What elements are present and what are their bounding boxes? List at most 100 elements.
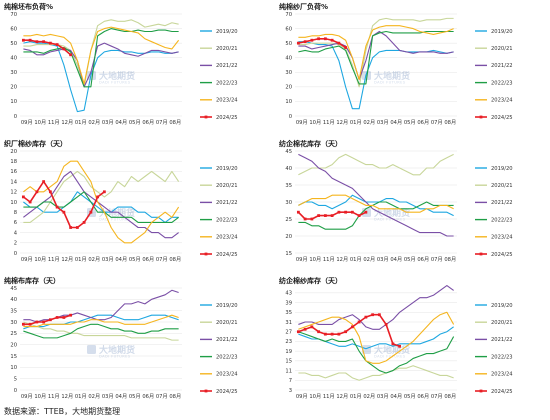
series-marker [384, 323, 388, 326]
y-tick-label: 20 [285, 85, 292, 91]
series-marker [303, 217, 307, 221]
legend-marker [204, 115, 208, 119]
y-tick-label: 3 [289, 388, 292, 394]
x-tick-label: 04月 [390, 256, 402, 263]
y-tick-label: 11 [285, 368, 292, 374]
series-line-2020-21 [298, 153, 454, 176]
series-marker [357, 320, 361, 324]
series-marker [42, 40, 46, 44]
series-line-2019-20 [23, 191, 179, 223]
y-tick-label: 14 [10, 179, 17, 185]
series-line-2023-24 [298, 25, 454, 81]
chart-svg-1: 纯棉坯布负荷% 0 10 20 30 40 50 60 70 09月 10月 11月 12月 01月 02月… [4, 2, 238, 126]
x-tick-label: 03月 [102, 119, 114, 126]
chart-title: 纯棉坯布负荷% [4, 2, 53, 11]
legend-label: 2019/20 [216, 166, 238, 172]
series-marker [35, 320, 39, 324]
watermark-subtext: DADI FUTURES [374, 355, 406, 359]
chart-panel-5: 纯棉布库存（天） 0 5 10 15 20 25 30 35 40 45 09月 10月 11月 12月 01… [0, 274, 275, 411]
x-tick-label: 10月 [309, 393, 321, 400]
x-tick-label: 10月 [34, 256, 46, 263]
legend-label: 2020/21 [491, 46, 513, 52]
series-marker [28, 38, 32, 42]
legend-label: 2022/23 [216, 354, 238, 360]
series-marker [317, 330, 321, 334]
watermark-logo-icon [362, 71, 371, 80]
y-tick-label: 30 [10, 320, 17, 326]
series-marker [21, 195, 25, 199]
x-tick-label: 01月 [350, 256, 362, 263]
legend-marker [204, 389, 208, 393]
series-marker [82, 221, 86, 224]
x-tick-label: 04月 [115, 119, 127, 126]
legend-label: 2020/21 [216, 46, 238, 52]
y-tick-label: 19 [285, 349, 292, 355]
x-tick-label: 12月 [61, 256, 73, 263]
watermark-logo-icon [87, 345, 96, 354]
x-tick-label: 03月 [377, 119, 389, 126]
series-marker [28, 322, 32, 326]
y-tick-label: 0 [14, 388, 17, 394]
series-line-2021-22 [23, 289, 179, 323]
chart-svg-2: 纯棉纱厂负荷% 0 10 20 30 40 50 60 70 09月 10月 11月 12月 01月 02月… [279, 2, 513, 126]
legend-label: 2020/21 [491, 320, 513, 326]
series-marker [364, 315, 368, 319]
legend-label: 2020/21 [216, 183, 238, 189]
legend-label: 2024/25 [216, 252, 238, 258]
legend-label: 2021/22 [491, 200, 513, 206]
x-tick-label: 12月 [336, 256, 348, 263]
series-marker [296, 41, 300, 45]
series-line-2020-21 [298, 17, 454, 88]
y-tick-label: 25 [10, 331, 17, 337]
y-tick-label: 40 [10, 56, 17, 62]
y-tick-label: 70 [285, 12, 292, 18]
series-marker [391, 342, 395, 346]
series-marker [69, 313, 73, 317]
x-tick-label: 10月 [34, 393, 46, 400]
y-tick-label: 20 [10, 342, 17, 348]
series-marker [69, 53, 73, 57]
chart-panel-2: 纯棉纱厂负荷% 0 10 20 30 40 50 60 70 09月 10月 11月 12月 01月 02月… [275, 0, 550, 137]
x-tick-label: 10月 [34, 119, 46, 126]
y-tick-label: 0 [14, 114, 17, 120]
chart-svg-5: 纯棉布库存（天） 0 5 10 15 20 25 30 35 40 45 09月 10月 11月 12月 01… [4, 276, 238, 400]
series-marker [75, 226, 79, 229]
x-tick-label: 01月 [75, 119, 87, 126]
x-tick-label: 12月 [61, 393, 73, 400]
legend-label: 2023/24 [491, 372, 513, 378]
x-tick-label: 10月 [309, 256, 321, 263]
x-tick-label: 05月 [404, 119, 416, 126]
y-tick-label: 7 [289, 378, 292, 384]
series-marker [35, 190, 39, 194]
x-tick-label: 11月 [323, 393, 335, 400]
y-tick-label: 39 [285, 300, 292, 306]
x-tick-label: 05月 [129, 119, 141, 126]
series-marker [69, 226, 73, 229]
x-tick-label: 05月 [404, 393, 416, 400]
x-tick-label: 06月 [142, 256, 154, 263]
x-tick-label: 08月 [444, 256, 456, 263]
series-marker [296, 210, 300, 214]
x-tick-label: 07月 [431, 393, 443, 400]
legend-label: 2022/23 [216, 80, 238, 86]
series-line-2021-22 [298, 153, 454, 237]
legend-label: 2020/21 [216, 320, 238, 326]
x-tick-label: 07月 [156, 393, 168, 400]
x-tick-label: 02月 [88, 393, 100, 400]
legend-label: 2023/24 [491, 98, 513, 104]
x-tick-label: 06月 [142, 119, 154, 126]
chart-panel-1: 纯棉坯布负荷% 0 10 20 30 40 50 60 70 09月 10月 11月 12月 01月 02月… [0, 0, 275, 137]
watermark-subtext: DADI FUTURES [99, 218, 131, 222]
series-marker [344, 330, 348, 334]
legend-label: 2022/23 [491, 80, 513, 86]
series-marker [337, 41, 341, 45]
x-tick-label: 08月 [444, 119, 456, 126]
series-line-2023-24 [23, 160, 180, 244]
x-tick-label: 11月 [323, 119, 335, 126]
y-tick-label: 2 [14, 241, 17, 247]
series-line-2022-23 [23, 191, 179, 223]
x-tick-label: 07月 [431, 256, 443, 263]
x-tick-label: 09月 [296, 119, 308, 126]
x-tick-label: 05月 [129, 256, 141, 263]
chart-title: 纯棉布库存（天） [4, 276, 60, 285]
